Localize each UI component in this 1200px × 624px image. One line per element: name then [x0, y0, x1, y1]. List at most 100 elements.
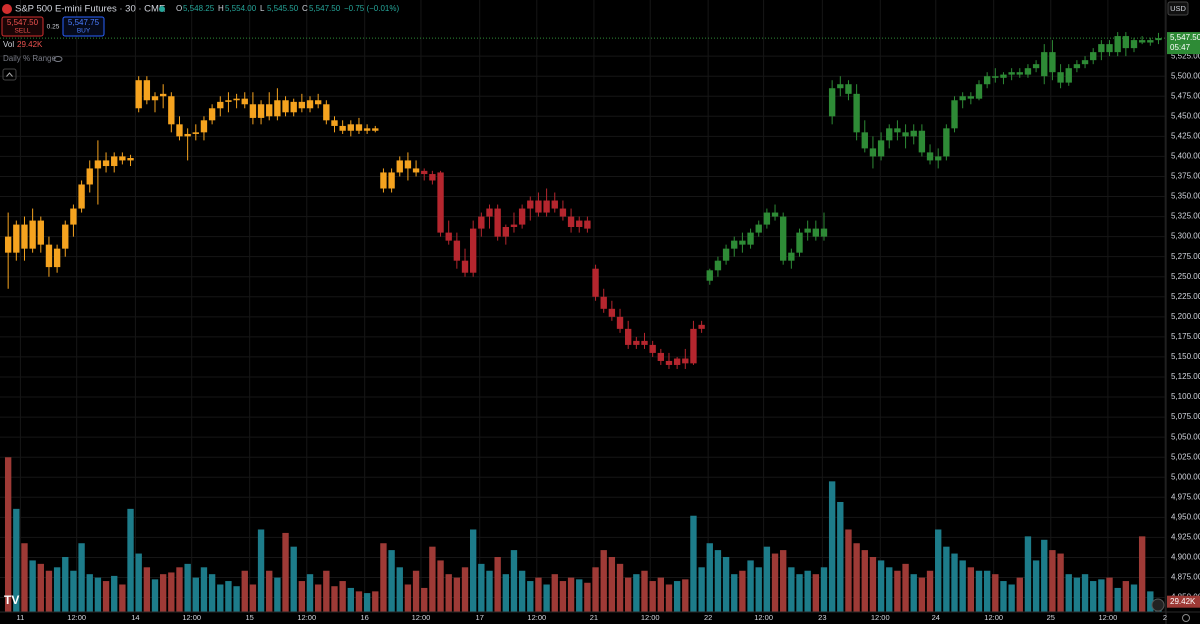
candle-body	[282, 100, 289, 113]
volume-bar	[975, 570, 983, 612]
candle-body	[608, 308, 616, 317]
y-tick-label: 5,025.00	[1171, 452, 1200, 461]
candle-body	[1122, 36, 1130, 49]
volume-bar	[445, 574, 452, 612]
volume-bar	[527, 581, 534, 612]
volume-bar	[755, 567, 762, 612]
volume-bar	[168, 572, 175, 612]
volume-bar	[111, 575, 118, 612]
volume-bar	[478, 563, 485, 612]
volume-bar	[943, 546, 950, 612]
candle-body	[1016, 72, 1023, 75]
buy-button[interactable]	[62, 16, 105, 37]
candle-body	[1114, 36, 1121, 53]
y-tick-label: 4,900.00	[1171, 553, 1200, 562]
volume-bar	[184, 563, 191, 612]
volume-bar	[461, 567, 469, 612]
candle-body	[363, 128, 371, 131]
y-tick-label: 5,400.00	[1171, 152, 1200, 161]
x-tick-label: 12:00	[754, 613, 773, 622]
candle-body	[478, 216, 485, 229]
volume-bar	[192, 577, 199, 612]
candle-body	[657, 352, 665, 361]
volume-bar	[233, 586, 240, 612]
candle-body	[649, 344, 656, 353]
candle-body	[249, 104, 257, 118]
volume-bar	[682, 579, 689, 612]
candle-body	[975, 84, 983, 99]
candle-body	[1000, 74, 1007, 78]
volume-bar	[1000, 581, 1007, 612]
volume-bar	[1130, 584, 1138, 612]
volume-bar	[86, 574, 93, 612]
volume-bar	[535, 577, 542, 612]
volume-bar	[739, 570, 746, 612]
candle-body	[845, 84, 852, 94]
settings-button[interactable]	[1182, 614, 1190, 622]
x-tick-label: 22	[704, 613, 712, 622]
candle-body	[967, 96, 975, 99]
y-tick-label: 5,100.00	[1171, 392, 1200, 401]
visibility-icon[interactable]	[53, 56, 63, 62]
volume-bar	[559, 581, 567, 612]
candle-body	[1106, 44, 1113, 53]
volume-bar	[584, 582, 591, 612]
candle-body	[29, 220, 36, 249]
symbol-title[interactable]: S&P 500 E-mini Futures · 30 · CME	[15, 4, 165, 15]
volume-bar	[494, 556, 501, 612]
volume-bar	[1122, 581, 1130, 612]
candle-body	[217, 101, 224, 109]
volume-bar	[1049, 550, 1056, 612]
volume-bar	[910, 574, 917, 612]
x-tick-label: 12:00	[527, 613, 546, 622]
volume-bar	[714, 550, 722, 612]
candle-body	[828, 88, 836, 117]
candle-body	[592, 268, 599, 297]
volume-bar	[78, 543, 85, 612]
y-tick-label: 5,425.00	[1171, 131, 1200, 140]
y-tick-label: 5,500.00	[1171, 71, 1200, 80]
ohlc-key: H	[218, 4, 224, 13]
y-tick-label: 5,150.00	[1171, 352, 1200, 361]
volume-bar	[176, 567, 183, 612]
candle-body	[355, 124, 363, 131]
volume-bar	[951, 553, 958, 612]
candle-body	[567, 216, 575, 227]
market-status	[159, 6, 165, 12]
volume-bar	[673, 581, 681, 612]
candle-body	[788, 252, 795, 261]
candle-body	[1008, 72, 1015, 75]
volume-bar	[347, 587, 354, 612]
candle-body	[877, 140, 885, 157]
currency-button[interactable]	[1167, 1, 1189, 16]
candle-body	[682, 358, 689, 364]
volume-bar	[363, 593, 371, 612]
sell-button[interactable]	[1, 16, 44, 37]
candle-body	[274, 100, 281, 117]
x-tick-label: 12:00	[871, 613, 890, 622]
y-tick-label: 5,075.00	[1171, 412, 1200, 421]
candle-body	[1024, 68, 1032, 75]
candle-body	[241, 98, 248, 105]
volume-bar	[13, 508, 20, 612]
x-tick-label: 11	[16, 613, 24, 622]
x-tick-label: 12:00	[984, 613, 1003, 622]
volume-bar	[298, 581, 306, 612]
collapse-icon	[6, 72, 13, 77]
candle-body	[135, 80, 142, 109]
candle-body	[731, 240, 738, 249]
volume-bar	[70, 570, 77, 612]
candle-body	[396, 160, 403, 173]
volume-bar	[861, 550, 868, 612]
collapse-button[interactable]	[2, 68, 17, 81]
candle-body	[714, 260, 722, 271]
alert-button[interactable]	[1151, 598, 1165, 612]
volume-bar	[486, 570, 493, 612]
y-tick-label: 5,125.00	[1171, 372, 1200, 381]
volume-bar	[274, 577, 281, 612]
candle-body	[21, 224, 28, 249]
candle-body	[543, 200, 550, 213]
candle-body	[510, 224, 518, 227]
y-tick-label: 5,525.00	[1171, 51, 1200, 60]
candle-body	[421, 170, 428, 175]
